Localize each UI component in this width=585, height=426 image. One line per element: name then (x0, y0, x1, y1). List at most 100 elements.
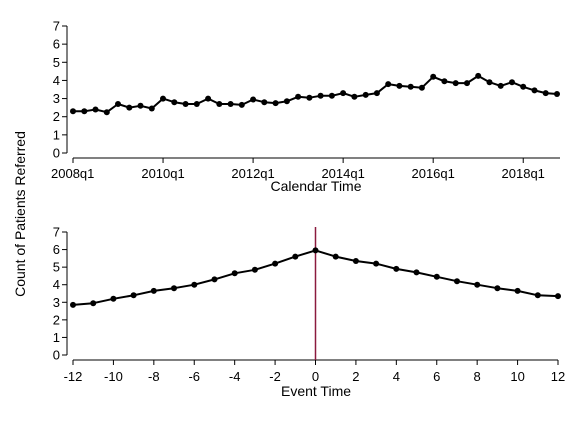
data-point (205, 95, 212, 102)
x-tick-label: 10 (510, 369, 524, 384)
data-point (362, 91, 369, 98)
data-point (352, 258, 359, 264)
y-tick-label: 3 (53, 295, 60, 310)
data-point (475, 72, 482, 79)
data-point (542, 90, 549, 97)
data-point (110, 295, 117, 302)
x-tick-label: 2016q1 (411, 166, 454, 181)
x-tick-label: -12 (64, 369, 83, 384)
data-point (272, 260, 279, 267)
y-tick-label: 7 (53, 19, 60, 34)
data-point (351, 93, 358, 100)
data-point (340, 90, 347, 97)
data-point (531, 87, 538, 94)
y-tick-label: 4 (53, 277, 60, 292)
data-point (486, 79, 493, 86)
x-axis-title: Calendar Time (270, 178, 361, 194)
data-point (328, 92, 335, 99)
x-tick-label: 2010q1 (141, 166, 184, 181)
data-point (283, 98, 290, 105)
data-point (534, 292, 541, 299)
shared-y-axis-title: Count of Patients Referred (12, 131, 28, 297)
data-point (160, 95, 166, 102)
data-point (70, 108, 76, 115)
data-point (396, 82, 403, 89)
series-line (73, 74, 558, 114)
data-point (413, 269, 420, 276)
data-point (464, 80, 470, 87)
data-point (441, 78, 448, 85)
y-tick-label: 0 (53, 348, 60, 363)
data-point (332, 253, 339, 260)
data-point (92, 106, 99, 113)
data-point (115, 101, 121, 107)
data-point (393, 265, 400, 272)
x-tick-label: -8 (148, 369, 160, 384)
data-point (407, 83, 414, 90)
data-point (497, 82, 504, 89)
data-point (261, 99, 268, 106)
x-tick-label: 2012q1 (231, 166, 274, 181)
data-point (103, 109, 110, 116)
data-point (150, 287, 157, 294)
data-point (373, 90, 380, 97)
x-tick-label: -6 (188, 369, 200, 384)
data-point (238, 101, 245, 108)
y-tick-label: 1 (53, 127, 60, 142)
x-tick-label: -4 (229, 369, 241, 384)
y-tick-label: 5 (53, 55, 60, 70)
data-point (193, 101, 200, 107)
y-tick-label: 3 (53, 91, 60, 106)
x-tick-label: 4 (393, 369, 400, 384)
x-tick-label: 0 (312, 369, 319, 384)
data-point (148, 105, 155, 112)
data-point (452, 80, 459, 87)
calendar-time-panel: 0 1 2 3 4 5 6 7 2008q1 2010q1 2012q1 2014q1 2016q1 20… (51, 19, 560, 194)
data-point (292, 253, 299, 260)
data-point (251, 266, 258, 273)
x-tick-label: -10 (104, 369, 123, 384)
x-tick-label: -2 (269, 369, 281, 384)
x-axis-title: Event Time (281, 383, 351, 399)
data-point (520, 83, 527, 90)
x-tick-label: 6 (433, 369, 440, 384)
data-point (312, 247, 319, 254)
data-point (509, 79, 515, 86)
x-tick-label: 2008q1 (51, 166, 94, 181)
data-point (171, 285, 177, 292)
y-tick-label: 4 (53, 73, 60, 88)
data-point (211, 276, 218, 283)
data-point (433, 273, 440, 280)
data-point (130, 292, 137, 299)
data-point (137, 102, 144, 109)
data-point (295, 93, 302, 100)
data-point (81, 108, 88, 115)
x-tick-label: 2014q1 (321, 166, 364, 181)
x-tick-label: 2018q1 (502, 166, 545, 181)
data-point (216, 101, 223, 107)
data-point (171, 99, 178, 106)
data-point (555, 293, 561, 300)
data-point (474, 281, 481, 288)
data-point (430, 73, 437, 80)
y-tick-label: 2 (53, 312, 60, 327)
y-tick-label: 7 (53, 225, 60, 240)
x-tick-label: 12 (551, 369, 565, 384)
x-tick-label: 8 (474, 369, 481, 384)
data-point (126, 104, 133, 111)
y-tick-label: 6 (53, 242, 60, 257)
y-tick-label: 5 (53, 260, 60, 275)
data-point (231, 270, 238, 277)
data-point (454, 278, 460, 285)
data-point (272, 100, 279, 107)
data-point (373, 260, 380, 267)
y-tick-label: 0 (53, 146, 60, 161)
data-point (494, 285, 501, 292)
data-point (250, 96, 257, 103)
data-point (554, 91, 560, 97)
y-tick-label: 2 (53, 109, 60, 124)
x-tick-label: 2 (352, 369, 359, 384)
data-point (227, 101, 234, 107)
